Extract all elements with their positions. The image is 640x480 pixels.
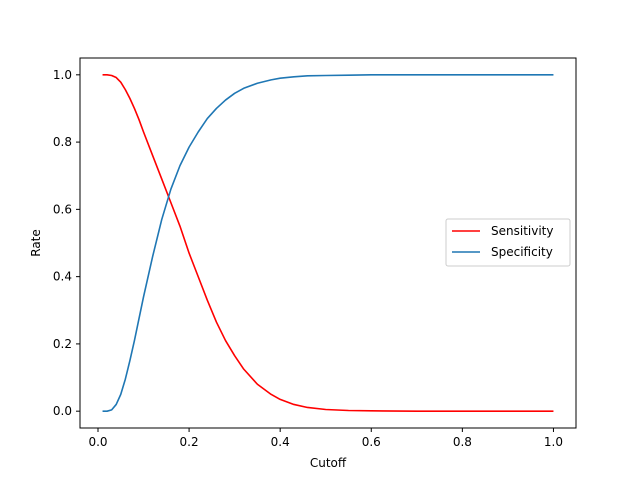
y-axis-ticks: 0.0 0.2 0.4 0.6 0.8 1.0 xyxy=(53,68,80,418)
legend-label-specificity: Specificity xyxy=(491,245,553,259)
y-tick-label: 0.0 xyxy=(53,404,72,418)
x-tick-label: 1.0 xyxy=(544,435,563,449)
y-tick-label: 0.8 xyxy=(53,135,72,149)
x-tick-label: 0.0 xyxy=(88,435,107,449)
y-tick-label: 0.2 xyxy=(53,337,72,351)
legend: Sensitivity Specificity xyxy=(445,218,571,267)
y-tick-label: 0.4 xyxy=(53,270,72,284)
x-axis-label: Cutoff xyxy=(310,456,347,470)
x-axis-ticks: 0.0 0.2 0.4 0.6 0.8 1.0 xyxy=(88,428,563,449)
y-tick-label: 1.0 xyxy=(53,68,72,82)
x-tick-label: 0.8 xyxy=(453,435,472,449)
x-tick-label: 0.2 xyxy=(180,435,199,449)
x-tick-label: 0.6 xyxy=(362,435,381,449)
plot-lines xyxy=(102,74,554,412)
x-tick-label: 0.4 xyxy=(271,435,290,449)
plot-frame xyxy=(79,57,577,429)
y-tick-label: 0.6 xyxy=(53,202,72,216)
series-line-sensitivity xyxy=(102,74,554,412)
legend-label-sensitivity: Sensitivity xyxy=(491,224,553,238)
series-line-specificity xyxy=(102,74,554,412)
y-axis-label: Rate xyxy=(29,229,43,257)
